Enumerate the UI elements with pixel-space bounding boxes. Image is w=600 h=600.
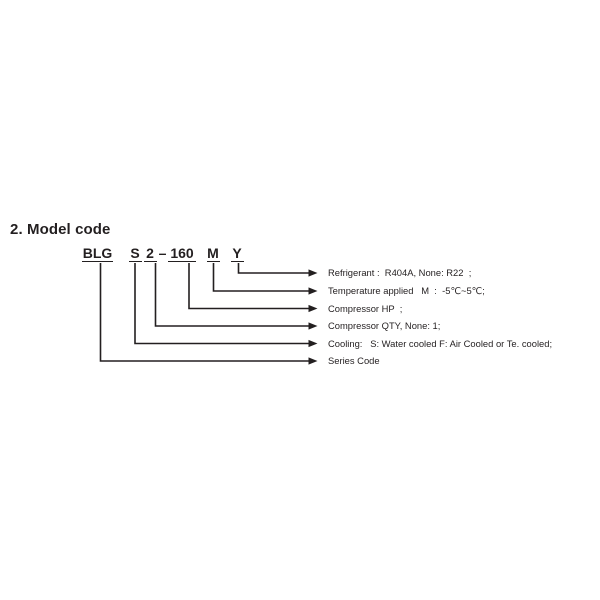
connector-y-refrigerant <box>237 263 309 274</box>
arrow-head-icon <box>308 287 318 295</box>
arrow-head-icon <box>308 357 318 365</box>
connector-160-hp <box>188 263 309 310</box>
model-code-segment-hp: 160 <box>168 246 196 262</box>
model-code-segment-qty: 2 <box>143 246 157 262</box>
model-code-segment-refrigerant: Y <box>230 245 244 262</box>
legend-label-temperature: Temperature applied M : -5℃~5℃; <box>328 285 485 296</box>
connector-s-cooling <box>134 263 309 345</box>
arrow-head-icon <box>308 339 318 348</box>
model-code-dash: – <box>158 245 167 261</box>
legend-label-cooling: Cooling: S: Water cooled F: Air Cooled o… <box>328 338 553 349</box>
connector-2-qty <box>154 263 309 327</box>
arrow-head-icon <box>308 322 318 330</box>
legend-label-compressor-qty: Compressor QTY, None: 1; <box>328 320 441 331</box>
model-code-segment-series: BLG <box>82 245 113 262</box>
model-code-segment-temperature: M <box>206 245 220 262</box>
legend-label-compressor-hp: Compressor HP ; <box>328 303 403 314</box>
arrow-head-icon <box>308 304 318 313</box>
arrow-head-icon <box>308 269 318 277</box>
connector-m-temperature <box>212 263 309 292</box>
legend-label-series-code: Series Code <box>328 355 380 366</box>
section-heading: 2. Model code <box>10 221 111 238</box>
model-code-segment-cooling: S <box>128 245 142 262</box>
legend-label-refrigerant: Refrigerant : R404A, None: R22 ; <box>328 267 472 278</box>
connector-blg-series <box>99 263 309 362</box>
